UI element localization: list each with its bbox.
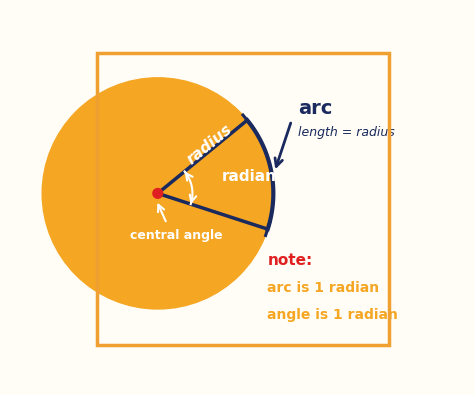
Circle shape — [42, 78, 273, 309]
Circle shape — [153, 188, 163, 198]
Text: central angle: central angle — [130, 229, 222, 243]
Text: note:: note: — [267, 253, 312, 268]
Text: arc: arc — [298, 99, 332, 118]
Text: radian: radian — [222, 169, 277, 184]
Text: arc is 1 radian: arc is 1 radian — [267, 281, 379, 295]
Text: radius: radius — [184, 121, 235, 167]
Text: length = radius: length = radius — [298, 126, 394, 139]
Text: angle is 1 radian: angle is 1 radian — [267, 308, 398, 322]
